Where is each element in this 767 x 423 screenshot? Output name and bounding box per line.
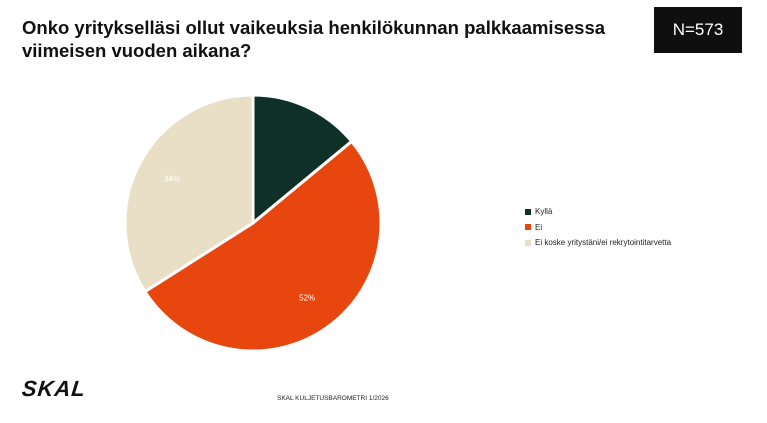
pie-data-label: 52% (299, 294, 315, 303)
footer-text: SKAL KULJETUSBAROMETRI 1/2026 (277, 395, 389, 402)
pie-slice-ei-koske (123, 93, 255, 294)
legend-label: Kyllä (535, 207, 553, 217)
legend-item: Kyllä (525, 204, 671, 220)
pie-slice-kylla (251, 93, 354, 225)
chart-legend: Kyllä Ei Ei koske yritystäni/ei rekrytoi… (525, 204, 671, 251)
legend-label: Ei koske yritystäni/ei rekrytointitarvet… (535, 238, 672, 248)
legend-item: Ei (525, 220, 671, 236)
pie-slice-ei (143, 139, 383, 353)
pie-data-label: 14% (232, 115, 248, 124)
legend-swatch-kylla (525, 208, 531, 215)
legend-label: Ei (535, 222, 543, 232)
skal-logo: SKAL (20, 376, 88, 401)
legend-item: Ei koske yritystäni/ei rekrytointitarvet… (525, 235, 671, 251)
sample-size-badge: N=573 (654, 7, 742, 53)
chart-title: Onko yritykselläsi ollut vaikeuksia henk… (22, 17, 606, 61)
legend-swatch-ei-koske (525, 239, 531, 246)
legend-swatch-ei (525, 224, 531, 231)
pie-data-label: 34% (164, 175, 180, 184)
